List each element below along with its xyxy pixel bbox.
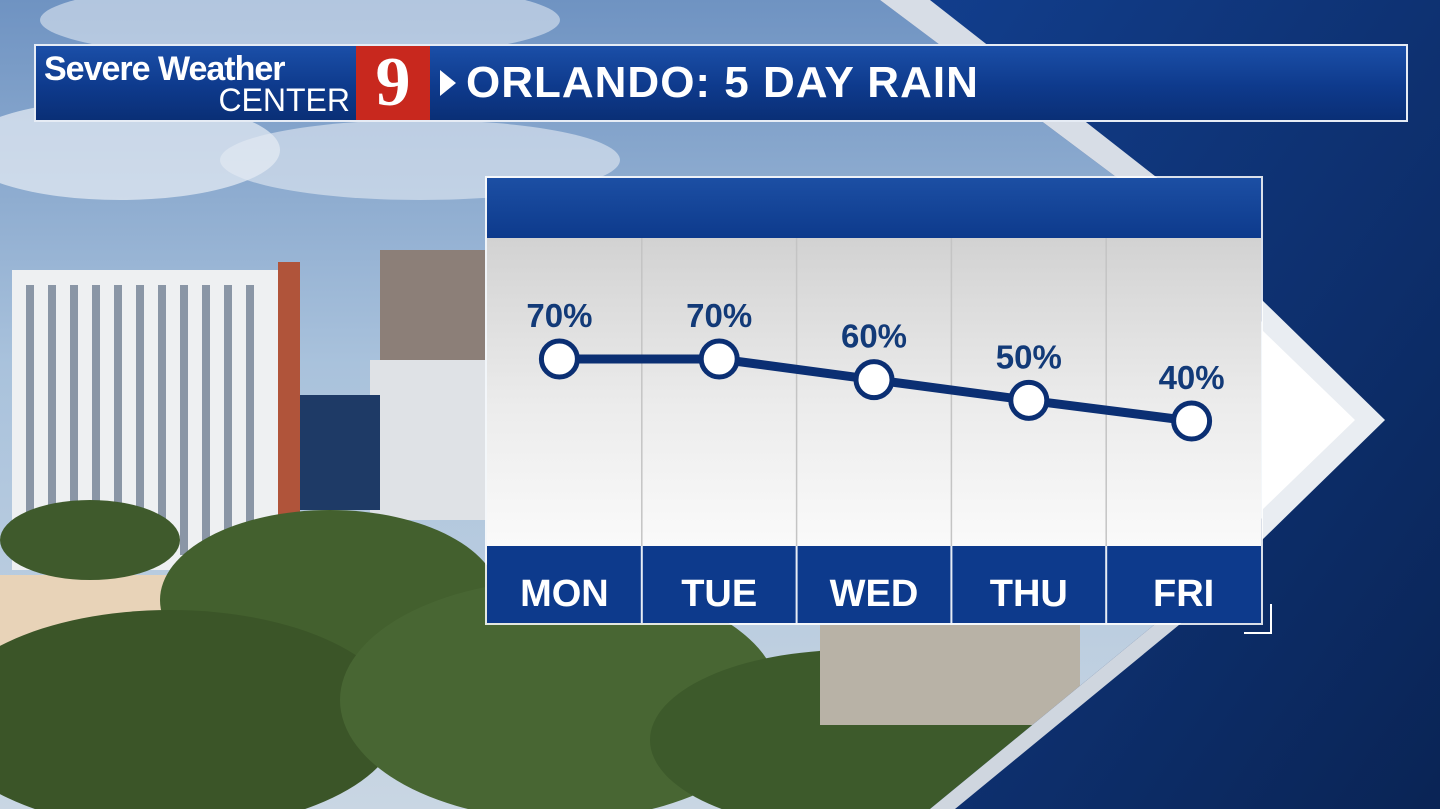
brand-subname: CENTER: [218, 82, 350, 118]
day-label: WED: [830, 573, 919, 615]
day-label: MON: [520, 573, 609, 615]
data-point: [1008, 379, 1050, 421]
brand-name: Severe Weather: [44, 50, 286, 88]
channel-logo: 9: [356, 46, 430, 120]
data-point: [1171, 400, 1213, 442]
day-strip: [487, 546, 1261, 623]
data-label: 70%: [686, 297, 752, 334]
data-point: [853, 359, 895, 401]
data-label: 50%: [996, 338, 1062, 375]
panel-top-band: [487, 178, 1261, 238]
play-arrow-icon: [440, 70, 456, 96]
rain-chart-panel: 70% 70% 60% 50% 40% MON TUE WED THU FRI: [487, 178, 1261, 623]
data-label: 60%: [841, 318, 907, 355]
data-label: 40%: [1159, 359, 1225, 396]
data-point: [538, 338, 580, 380]
day-label: TUE: [681, 573, 757, 615]
corner-bracket-icon: [1244, 604, 1272, 634]
day-label: THU: [990, 573, 1068, 615]
rain-chart: 70% 70% 60% 50% 40% MON TUE WED THU FRI: [520, 238, 1225, 623]
header-bar: Severe Weather CENTER 9 ORLANDO: 5 DAY R…: [34, 44, 1408, 122]
brand-block: Severe Weather CENTER: [36, 46, 354, 120]
page-title: ORLANDO: 5 DAY RAIN: [466, 58, 979, 107]
day-label: FRI: [1153, 573, 1214, 615]
data-point: [698, 338, 740, 380]
data-label: 70%: [526, 297, 592, 334]
